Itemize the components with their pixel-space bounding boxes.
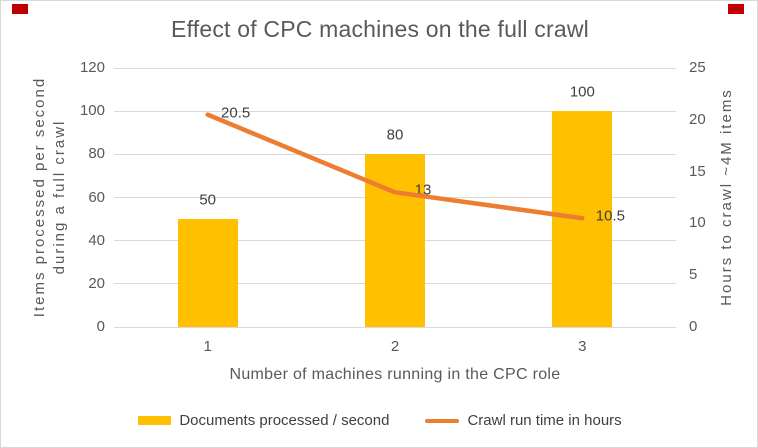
line-value-label: 10.5 (595, 207, 625, 225)
left-axis-title-line1: Items processed per second (30, 76, 48, 318)
left-axis-tick-label: 40 (88, 231, 105, 249)
bar-series-swatch (138, 416, 172, 425)
gridline (114, 110, 676, 112)
x-axis-tick-label: 1 (203, 338, 212, 355)
x-axis-tick-label: 2 (390, 338, 400, 355)
legend-label-line-series: Crawl run time in hours (467, 412, 622, 429)
x-axis-title: Number of machines running in the CPC ro… (229, 366, 561, 383)
bar-value-label: 100 (569, 83, 595, 101)
gridline (114, 326, 676, 328)
right-axis-tick-label: 10 (689, 214, 706, 232)
right-axis-tick-label: 20 (689, 110, 706, 128)
left-axis-tick-label: 60 (88, 188, 105, 206)
red-corner-mark-left (12, 4, 28, 14)
left-axis-tick-label: 120 (79, 59, 105, 76)
gridline (114, 67, 676, 69)
chart-title: Effect of CPC machines on the full crawl (171, 16, 589, 42)
x-axis-tick-label: 3 (578, 338, 587, 355)
left-axis-tick-label: 80 (88, 145, 105, 163)
left-axis-title: Items processed per second during a full… (30, 77, 71, 317)
right-axis-tick-label: 15 (689, 162, 706, 180)
legend-item-bar-series: Documents processed / second (138, 412, 389, 429)
red-corner-mark-right (728, 4, 744, 14)
right-axis-tick-label: 0 (689, 318, 698, 335)
legend-label-bar-series: Documents processed / second (179, 412, 390, 429)
right-axis-title: Hours to crawl ~4M items (717, 88, 735, 306)
line-value-label: 13 (414, 181, 432, 199)
bar-value-label: 50 (199, 191, 216, 209)
left-axis-tick-label: 100 (79, 102, 105, 120)
legend: Documents processed / second Crawl run t… (1, 412, 757, 429)
left-axis-title-line2: during a full crawl (51, 119, 68, 275)
bar-machines-2 (365, 154, 425, 327)
line-series-swatch (425, 418, 460, 423)
right-axis-tick-label: 25 (689, 59, 706, 76)
left-axis-tick-label: 0 (96, 318, 105, 335)
legend-item-line-series: Crawl run time in hours (425, 412, 622, 429)
bar-machines-1 (177, 219, 238, 327)
left-axis-tick-label: 20 (88, 274, 105, 292)
bar-value-label: 80 (386, 126, 404, 144)
right-axis-tick-label: 5 (689, 266, 698, 284)
line-value-label: 20.5 (221, 104, 251, 122)
